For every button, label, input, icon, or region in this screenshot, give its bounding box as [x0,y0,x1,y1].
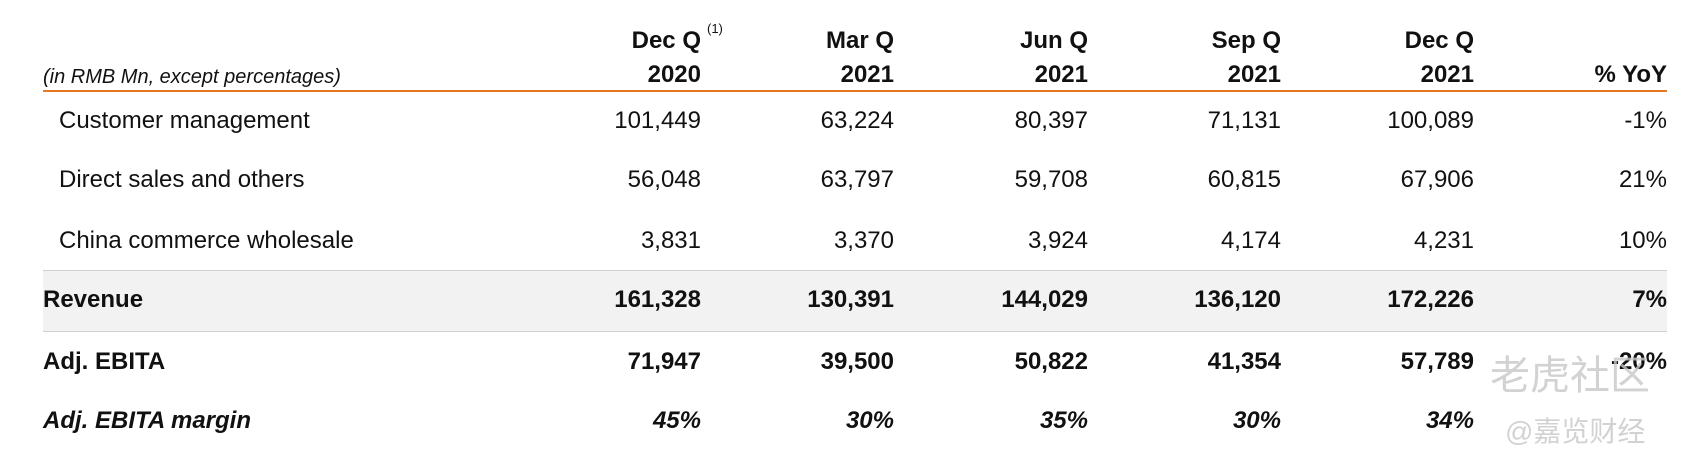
cell: 63,224 [820,107,894,134]
cell: 161,328 [614,286,701,313]
cell: 7% [1632,286,1667,313]
column-header: Jun Q [1019,27,1088,54]
column-header: 2021 [1420,61,1474,88]
header-rule [43,90,1667,92]
cell: 3,924 [1027,227,1088,254]
row-label: Adj. EBITA margin [43,407,252,434]
watermark: @嘉览财经 [1505,416,1646,447]
cell: 59,708 [1014,166,1088,193]
cell: 71,947 [627,348,701,375]
column-header: 2021 [840,61,894,88]
cell: 57,789 [1400,348,1474,375]
cell: 71,131 [1207,107,1281,134]
cell: 10% [1618,227,1667,254]
cell: 45% [652,407,701,434]
cell: 130,391 [807,286,894,313]
cell: 172,226 [1387,286,1474,313]
row-label: Adj. EBITA [43,348,166,375]
cell: 3,831 [640,227,701,254]
row-label: Revenue [43,286,144,313]
cell: 67,906 [1400,166,1474,193]
cell: 4,174 [1220,227,1281,254]
cell: 80,397 [1014,107,1088,134]
cell: 50,822 [1014,348,1088,375]
cell: 60,815 [1207,166,1281,193]
cell: -20% [1610,348,1667,375]
cell: 39,500 [820,348,894,375]
row-label: Direct sales and others [59,166,305,193]
column-header: 2020 [647,61,701,88]
cell: 136,120 [1194,286,1281,313]
cell: 4,231 [1413,227,1474,254]
cell: 3,370 [833,227,894,254]
cell: 100,089 [1387,107,1474,134]
cell: 101,449 [614,107,701,134]
cell: 35% [1039,407,1088,434]
cell: -1% [1624,107,1667,134]
column-header: Dec Q [631,27,701,54]
column-header: 2021 [1227,61,1281,88]
column-header: 2021 [1034,61,1088,88]
column-header: Sep Q [1211,27,1281,54]
cell: 56,048 [627,166,701,193]
cell: 144,029 [1001,286,1088,313]
row-label: China commerce wholesale [59,227,354,254]
cell: 30% [1232,407,1281,434]
row-label: Customer management [59,107,310,134]
superscript: (1) [707,21,723,36]
cell: 30% [845,407,894,434]
column-header: Dec Q [1404,27,1474,54]
cell: 41,354 [1207,348,1281,375]
cell: 34% [1425,407,1474,434]
revenue-band [43,270,1667,332]
cell: 63,797 [820,166,894,193]
watermark: 老虎社区 [1490,354,1650,398]
column-header: % YoY [1594,61,1667,88]
table-note: (in RMB Mn, except percentages) [43,66,341,88]
column-header: Mar Q [825,27,894,54]
cell: 21% [1618,166,1667,193]
